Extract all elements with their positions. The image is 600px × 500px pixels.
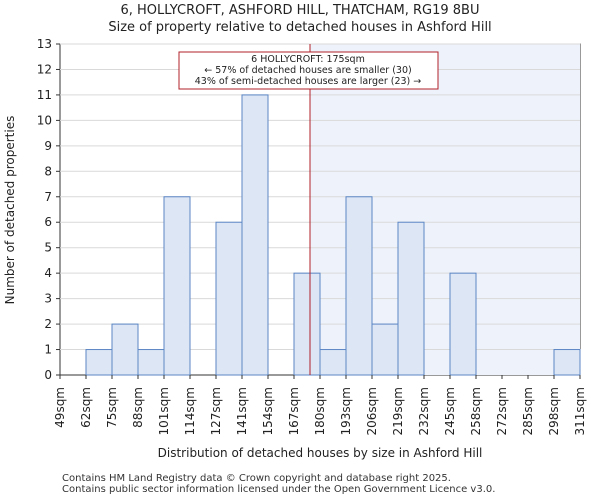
y-tick-label: 6 — [44, 215, 52, 229]
x-tick-label: 167sqm — [287, 387, 301, 435]
histogram-bar — [553, 349, 581, 376]
x-tick-label: 75sqm — [105, 387, 119, 428]
annotation-box: 6 HOLLYCROFT: 175sqm ← 57% of detached h… — [178, 51, 439, 90]
annotation-line-3: 43% of semi-detached houses are larger (… — [195, 76, 422, 87]
x-tick-label: 154sqm — [261, 387, 275, 435]
y-tick-label: 4 — [44, 266, 52, 280]
x-tick-label: 49sqm — [53, 387, 67, 428]
x-tick-label: 311sqm — [573, 387, 587, 435]
histogram-bar — [215, 221, 243, 376]
x-tick-label: 101sqm — [157, 387, 171, 435]
x-tick-label: 232sqm — [417, 387, 431, 435]
x-axis-label: Distribution of detached houses by size … — [158, 446, 483, 460]
y-tick-label: 5 — [44, 241, 52, 255]
x-tick-label: 141sqm — [235, 387, 249, 435]
x-tick-label: 180sqm — [313, 387, 327, 435]
histogram-bar — [319, 349, 347, 376]
x-tick-label: 258sqm — [469, 387, 483, 435]
y-tick-label: 8 — [44, 164, 52, 178]
histogram-bar — [397, 221, 425, 376]
footer-line-1: Contains HM Land Registry data © Crown c… — [62, 473, 451, 484]
y-tick-label: 7 — [44, 190, 52, 204]
y-tick-label: 13 — [37, 37, 52, 51]
x-tick-label: 206sqm — [365, 387, 379, 435]
x-tick-label: 298sqm — [547, 387, 561, 435]
histogram-bar — [345, 196, 373, 376]
x-tick-label: 193sqm — [339, 387, 353, 435]
x-tick-label: 285sqm — [521, 387, 535, 435]
y-tick-label: 3 — [44, 292, 52, 306]
chart-title: 6, HOLLYCROFT, ASHFORD HILL, THATCHAM, R… — [120, 3, 480, 18]
chart-subtitle: Size of property relative to detached ho… — [108, 20, 492, 35]
y-tick-label: 9 — [44, 139, 52, 153]
y-tick-label: 10 — [37, 113, 52, 127]
x-tick-label: 62sqm — [79, 387, 93, 428]
y-tick-label: 2 — [44, 317, 52, 331]
histogram-bar — [137, 349, 165, 376]
histogram-bar — [163, 196, 191, 376]
histogram-bar — [449, 272, 477, 376]
x-tick-label: 114sqm — [183, 387, 197, 435]
y-tick-label: 1 — [44, 343, 52, 357]
y-tick-label: 0 — [44, 368, 52, 382]
footer-line-2: Contains public sector information licen… — [62, 484, 496, 495]
x-tick-label: 88sqm — [131, 387, 145, 428]
y-tick-label: 11 — [37, 88, 52, 102]
histogram-bar — [111, 323, 139, 376]
annotation-line-1: 6 HOLLYCROFT: 175sqm — [251, 54, 365, 65]
histogram-bar — [85, 349, 113, 376]
x-tick-label: 127sqm — [209, 387, 223, 435]
histogram-bar — [241, 94, 269, 376]
x-tick-label: 272sqm — [495, 387, 509, 435]
x-tick-label: 245sqm — [443, 387, 457, 435]
x-tick-label: 219sqm — [391, 387, 405, 435]
annotation-line-2: ← 57% of detached houses are smaller (30… — [204, 65, 411, 76]
y-axis-label: Number of detached properties — [3, 116, 17, 305]
y-tick-label: 12 — [37, 62, 52, 76]
histogram-bar — [293, 272, 321, 376]
histogram-bar — [371, 323, 399, 376]
